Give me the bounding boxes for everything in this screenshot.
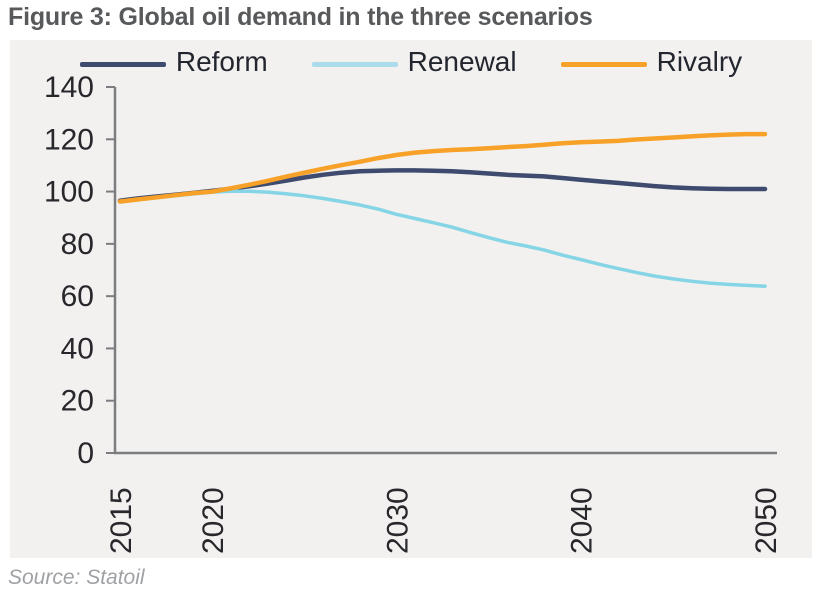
series-line-rivalry [117, 131, 768, 204]
y-tick-label: 120 [44, 123, 94, 156]
chart-panel: 0 20 40 60 80 100 120 140 2015 2020 2030 2040 2050 R… [10, 40, 812, 558]
x-tick-label: 2030 [381, 487, 414, 554]
x-tick-label: 2040 [566, 487, 599, 554]
y-tick-label: 0 [77, 437, 94, 470]
y-tick-label: 20 [61, 385, 94, 418]
y-tick-label: 80 [61, 228, 94, 261]
series-line-renewal [118, 189, 767, 288]
legend-label: Rivalry [656, 46, 743, 77]
legend-item-rivalry: Rivalry [560, 46, 743, 80]
y-tick-label: 40 [61, 332, 94, 365]
x-tick-label: 2020 [197, 487, 230, 554]
axis-lines [113, 87, 777, 455]
legend-swatch-renewal [311, 61, 398, 67]
legend-label: Renewal [407, 46, 517, 77]
x-tick-label: 2015 [105, 487, 138, 554]
figure-title: Figure 3: Global oil demand in the three… [8, 3, 593, 31]
chart-legend: Reform Renewal Rivalry [10, 48, 812, 80]
y-tick-label: 60 [61, 280, 94, 313]
legend-label: Reform [175, 46, 268, 77]
series-line-reform [117, 168, 768, 203]
source-note: Source: Statoil [8, 566, 145, 589]
x-tick-label: 2050 [750, 487, 783, 554]
legend-swatch-reform [79, 61, 166, 67]
legend-swatch-rivalry [560, 61, 647, 67]
y-tick-label: 100 [44, 176, 94, 209]
legend-item-renewal: Renewal [311, 46, 517, 80]
y-tick-label: 140 [44, 71, 94, 104]
legend-item-reform: Reform [79, 46, 268, 80]
